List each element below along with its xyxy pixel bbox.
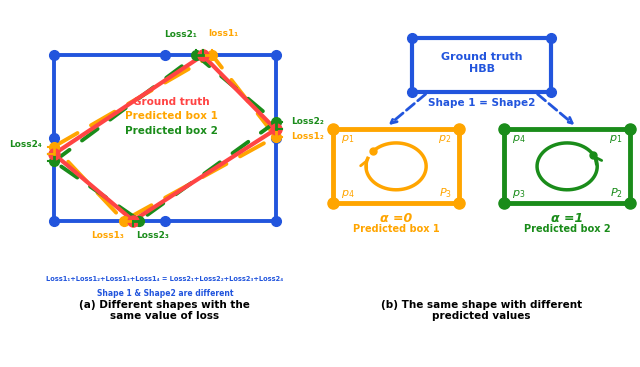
Text: $\mathit{p}_2$: $\mathit{p}_2$ <box>438 133 451 145</box>
Text: Loss1₃: Loss1₃ <box>92 231 124 240</box>
Text: (a) Different shapes with the
same value of loss: (a) Different shapes with the same value… <box>79 300 250 321</box>
Text: $\mathit{p}_4$: $\mathit{p}_4$ <box>340 188 355 200</box>
Text: Loss2₃: Loss2₃ <box>136 231 168 240</box>
Text: Shape 1 & Shape2 are different: Shape 1 & Shape2 are different <box>97 289 233 298</box>
Text: Predicted box 1: Predicted box 1 <box>353 224 440 234</box>
Text: α =1: α =1 <box>551 212 583 225</box>
Text: Predicted box 1: Predicted box 1 <box>125 112 218 121</box>
Text: Ground truth
HBB: Ground truth HBB <box>441 52 522 73</box>
Text: Loss2₁: Loss2₁ <box>164 30 197 39</box>
Text: $\mathit{p}_4$: $\mathit{p}_4$ <box>512 133 525 145</box>
Text: $\mathit{p}_1$: $\mathit{p}_1$ <box>340 133 354 145</box>
Text: (b) The same shape with different
predicted values: (b) The same shape with different predic… <box>381 300 582 321</box>
Text: α =0: α =0 <box>380 212 412 225</box>
Text: Ground truth: Ground truth <box>133 97 209 107</box>
Text: $\mathit{p}_3$: $\mathit{p}_3$ <box>512 188 525 200</box>
Text: $\mathit{p}_1$: $\mathit{p}_1$ <box>609 133 623 145</box>
Text: $\mathit{P}_2$: $\mathit{P}_2$ <box>610 186 623 200</box>
Text: Loss1₁+Loss1₂+Loss1₃+Loss1₄ = Loss2₁+Loss2₂+Loss2₃+Loss2₄: Loss1₁+Loss1₂+Loss1₃+Loss1₄ = Loss2₁+Los… <box>46 276 284 281</box>
Text: loss1₁: loss1₁ <box>209 29 239 37</box>
Text: Loss2₄: Loss2₄ <box>10 139 42 149</box>
Text: Predicted box 2: Predicted box 2 <box>125 126 218 136</box>
Text: Shape 1 = Shape2: Shape 1 = Shape2 <box>428 98 535 109</box>
Text: Loss1₂: Loss1₂ <box>291 132 324 141</box>
Text: Predicted box 2: Predicted box 2 <box>524 224 611 234</box>
Text: Loss2₂: Loss2₂ <box>291 117 324 126</box>
Text: $\mathit{P}_3$: $\mathit{P}_3$ <box>438 186 451 200</box>
